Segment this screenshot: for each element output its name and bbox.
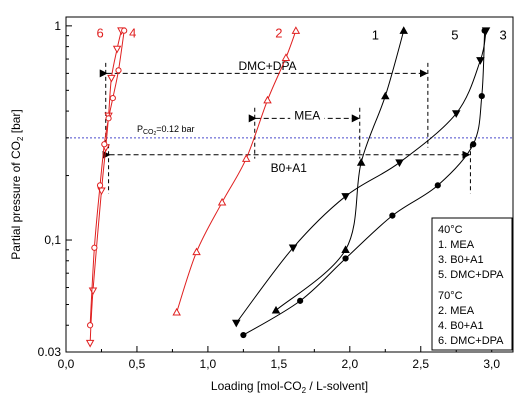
data-point-6 (121, 27, 128, 34)
data-point-5 (481, 27, 491, 36)
data-point-3 (389, 212, 396, 219)
data-point-2 (172, 307, 181, 316)
x-axis-label: Loading [mol-CO2 / L-solvent] (211, 379, 368, 395)
legend-item: 5. DMC+DPA (438, 269, 504, 281)
data-point-6 (109, 94, 116, 102)
legend-layer: 40°C 1. MEA 3. B0+A1 5. DMC+DPA 70°C 2. MEA 4.… (431, 217, 513, 351)
y-axis-label-subscript: 2 (16, 136, 25, 141)
reference-label-p: P (137, 124, 143, 134)
legend-group-title: 70°C (438, 290, 463, 302)
x-tick-label: 2,5 (412, 357, 429, 371)
legend-group-title: 40°C (438, 224, 463, 236)
curve-label-1: 1 (372, 28, 379, 43)
data-point-4 (112, 45, 122, 54)
data-point-3 (470, 141, 477, 148)
reference-line-label: PCO2=0.12 bar (137, 124, 195, 137)
y-axis-label-tail: [bar] (9, 109, 23, 136)
data-point-4 (85, 339, 95, 348)
legend-box (431, 217, 513, 351)
data-point-5 (395, 159, 404, 167)
series-line-6 (89, 30, 125, 326)
x-tick-label: 1,5 (271, 357, 288, 371)
data-point-1 (356, 158, 366, 166)
data-point-2 (217, 197, 227, 206)
data-point-5 (476, 57, 485, 65)
data-point-3 (342, 255, 349, 262)
arrow-label-bg (290, 108, 325, 122)
data-point-2 (281, 53, 291, 61)
data-point-3 (434, 182, 441, 189)
arrow-label-mea: MEA (294, 108, 320, 122)
data-point-2 (241, 154, 251, 162)
reference-label-tail: =0.12 bar (156, 124, 194, 134)
data-point-2 (263, 95, 272, 104)
data-point-6 (115, 67, 122, 74)
data-point-6 (105, 115, 112, 122)
data-point-1 (341, 245, 350, 254)
data-point-3 (297, 297, 304, 304)
data-point-5 (341, 193, 350, 201)
reference-line-layer: PCO2=0.12 bar (66, 124, 513, 139)
plot-frame-layer: 0,0 0,5 1,0 1,5 2,0 2,5 3,0 0.03 0,1 1 (38, 16, 514, 371)
x-axis-label-main: Loading [mol-CO (211, 379, 302, 393)
series-6 (87, 27, 128, 329)
data-point-6 (96, 182, 104, 189)
data-point-1 (381, 91, 390, 100)
arrow-label-b0-a1: B0+A1 (271, 161, 308, 175)
x-tick-label: 3,0 (483, 357, 500, 371)
x-tick-label: 2,0 (341, 357, 358, 371)
legend-item: 1. MEA (438, 239, 475, 251)
y-tick-label: 0.03 (38, 345, 62, 359)
arrow-label-dmc-dpa: DMC+DPA (238, 59, 296, 73)
y-tick-label: 1 (54, 19, 61, 33)
x-tick-label: 0,0 (58, 357, 75, 371)
curve-label-5: 5 (451, 28, 458, 43)
x-tick-label: 1,0 (200, 357, 217, 371)
data-point-6 (87, 322, 94, 329)
legend-item: 3. B0+A1 (438, 254, 484, 266)
data-point-3 (240, 331, 247, 339)
data-point-3 (478, 92, 485, 100)
labels-layer: Loading [mol-CO2 / L-solvent]Partial pre… (9, 26, 507, 395)
curve-label-2: 2 (275, 26, 282, 41)
reference-label-co: CO (143, 129, 154, 136)
series-line-4 (89, 30, 122, 344)
y-axis-label: Partial pressure of CO2 [bar] (9, 109, 25, 260)
data-point-5 (288, 244, 298, 253)
x-axis-label-subscript: 2 (302, 386, 307, 395)
series-3 (240, 27, 488, 339)
plot-frame (65, 16, 514, 353)
data-point-5 (451, 110, 461, 118)
data-point-2 (192, 247, 201, 256)
series-2 (172, 26, 301, 316)
legend-item: 2. MEA (438, 305, 475, 317)
data-point-2 (291, 26, 301, 34)
data-point-1 (271, 305, 281, 314)
data-point-6 (91, 244, 98, 251)
series-5 (232, 27, 491, 328)
curve-label-6: 6 (96, 26, 103, 41)
arrow-label-bg (263, 161, 314, 175)
data-point-5 (232, 319, 241, 328)
data-point-4 (107, 74, 116, 83)
data-point-1 (399, 26, 408, 34)
x-axis-label-tail: / L-solvent] (306, 379, 368, 393)
legend-item: 4. B0+A1 (438, 320, 484, 332)
curve-label-4: 4 (129, 26, 136, 41)
reference-label-2: 2 (153, 131, 156, 137)
series-layer (85, 26, 491, 348)
curve-label-3: 3 (499, 28, 506, 43)
y-tick-label: 0,1 (44, 233, 61, 247)
data-point-6 (101, 141, 108, 148)
series-1 (271, 26, 408, 314)
data-point-4 (88, 287, 98, 296)
x-tick-label: 0,5 (129, 357, 146, 371)
legend-item: 6. DMC+DPA (438, 335, 504, 347)
series-4 (85, 27, 126, 348)
y-axis-label-main: Partial pressure of CO (9, 141, 23, 260)
